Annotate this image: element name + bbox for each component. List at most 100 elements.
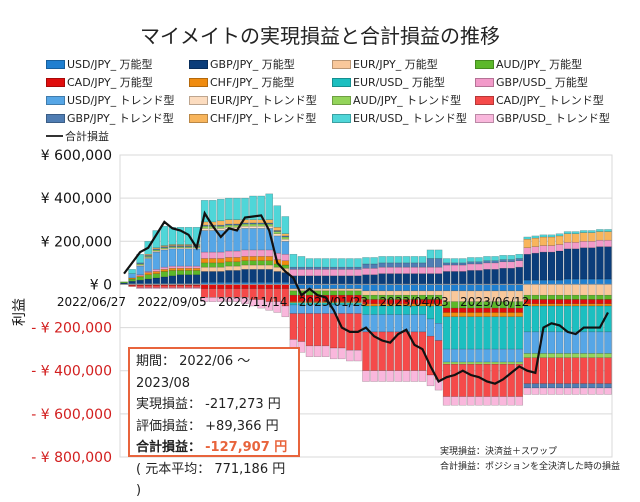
bar-segment — [548, 332, 555, 354]
bar-segment — [524, 254, 531, 280]
bar-segment — [354, 259, 361, 268]
bar-segment — [580, 248, 587, 279]
bar-segment — [403, 274, 410, 285]
bar-segment — [290, 295, 297, 301]
bar-segment — [250, 269, 257, 282]
bar-segment — [387, 315, 394, 332]
bar-segment — [233, 251, 240, 257]
bar-segment — [588, 231, 595, 233]
bar-segment — [524, 353, 531, 357]
bar-segment — [540, 235, 547, 237]
bar-segment — [459, 364, 466, 396]
bar-segment — [411, 315, 418, 332]
bar-segment — [362, 284, 369, 290]
bar-segment — [330, 276, 337, 285]
x-tick-label: 2022/09/05 — [138, 295, 207, 309]
bar-segment — [217, 267, 224, 271]
bar-segment — [540, 384, 547, 388]
bar-segment — [564, 388, 571, 394]
bar-segment — [201, 267, 208, 271]
x-tick-label: 2023/01/23 — [299, 295, 368, 309]
bar-segment — [508, 260, 515, 262]
bar-segment — [508, 262, 515, 268]
bar-segment — [475, 270, 482, 284]
bar-segment — [282, 234, 289, 236]
bar-segment — [250, 250, 257, 256]
bar-segment — [500, 262, 507, 268]
bar-segment — [145, 279, 152, 283]
bar-segment — [209, 252, 216, 258]
bar-segment — [500, 362, 507, 364]
bar-segment — [145, 288, 152, 289]
bar-segment — [564, 332, 571, 354]
bar-segment — [459, 362, 466, 364]
bar-segment — [250, 261, 257, 265]
bar-segment — [282, 239, 289, 241]
bar-segment — [346, 276, 353, 285]
bar-segment — [532, 332, 539, 354]
bar-segment — [508, 284, 515, 290]
bar-segment — [266, 220, 273, 223]
bar-segment — [193, 266, 200, 268]
bar-segment — [395, 267, 402, 273]
bar-segment — [604, 388, 611, 394]
bar-segment — [564, 300, 571, 304]
bar-segment — [250, 284, 257, 288]
bar-segment — [564, 358, 571, 384]
bar-segment — [258, 265, 265, 269]
bar-segment — [290, 291, 297, 295]
bar-segment — [403, 256, 410, 262]
bar-segment — [169, 249, 176, 266]
bar-segment — [427, 250, 434, 259]
bar-segment — [403, 371, 410, 382]
bar-segment — [145, 275, 152, 279]
bar-segment — [121, 282, 128, 283]
bar-segment — [419, 371, 426, 382]
bar-segment — [451, 397, 458, 406]
bar-segment — [572, 295, 579, 299]
bar-segment — [209, 231, 216, 253]
bar-segment — [306, 267, 313, 269]
bar-segment — [258, 250, 265, 256]
bar-segment — [419, 274, 426, 285]
bar-segment — [250, 256, 257, 260]
bar-segment — [371, 257, 378, 263]
bar-segment — [443, 364, 450, 396]
bar-segment — [548, 284, 555, 295]
bar-segment — [322, 289, 329, 291]
bar-segment — [338, 276, 345, 285]
bar-segment — [371, 304, 378, 306]
bar-segment — [250, 220, 257, 223]
bar-segment — [241, 261, 248, 265]
bar-segment — [467, 349, 474, 362]
bar-segment — [548, 235, 555, 237]
bar-segment — [556, 236, 563, 245]
bar-segment — [306, 276, 313, 285]
bar-segment — [500, 317, 507, 349]
bar-segment — [201, 252, 208, 258]
bar-segment — [395, 256, 402, 262]
bar-segment — [338, 314, 345, 349]
x-tick-label: 2023/06/12 — [460, 295, 529, 309]
bar-segment — [161, 288, 168, 289]
bar-segment — [371, 300, 378, 304]
bar-segment — [193, 270, 200, 274]
bar-segment — [379, 332, 386, 371]
bar-segment — [282, 261, 289, 265]
bar-segment — [193, 249, 200, 266]
bar-segment — [604, 300, 611, 304]
bar-segment — [371, 371, 378, 382]
bar-segment — [508, 255, 515, 259]
bar-segment — [492, 256, 499, 260]
bar-segment — [604, 247, 611, 279]
bar-segment — [459, 259, 466, 263]
bar-segment — [500, 260, 507, 262]
bar-segment — [427, 274, 434, 285]
bar-segment — [556, 384, 563, 388]
bar-segment — [250, 265, 257, 269]
bar-segment — [427, 375, 434, 386]
bar-segment — [322, 314, 329, 346]
bar-segment — [395, 263, 402, 267]
bar-segment — [330, 267, 337, 269]
bar-segment — [556, 251, 563, 280]
